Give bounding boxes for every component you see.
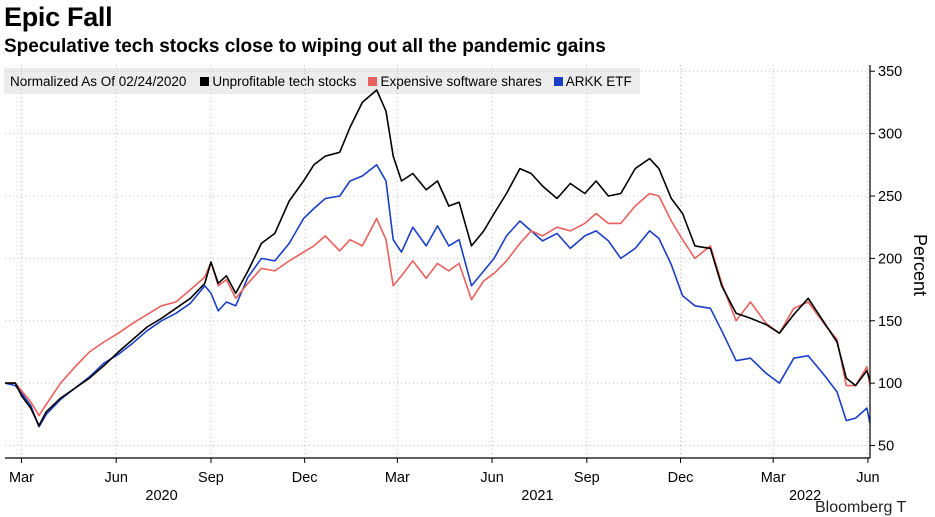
x-tick-label: Jun bbox=[856, 470, 879, 486]
x-tick-label: Mar bbox=[9, 470, 34, 486]
legend-label-arkk: ARKK ETF bbox=[565, 73, 632, 89]
y-tick-label: 250 bbox=[878, 189, 902, 205]
y-tick-label: 100 bbox=[878, 376, 902, 392]
source-text: Bloomberg T bbox=[815, 499, 907, 516]
legend-item-expensive-software: Expensive software shares bbox=[368, 73, 542, 89]
series-line-unprofitable-tech bbox=[5, 89, 871, 427]
legend-swatch-arkk bbox=[553, 76, 563, 86]
legend-swatch-expensive-software bbox=[368, 76, 378, 86]
legend-item-arkk: ARKK ETF bbox=[553, 73, 632, 89]
series-lines bbox=[4, 89, 871, 428]
y-tick-label: 150 bbox=[878, 314, 902, 330]
y-axis-label: Percent bbox=[910, 234, 930, 296]
year-label: 2020 bbox=[145, 488, 177, 504]
chart-subtitle: Speculative tech stocks close to wiping … bbox=[4, 36, 606, 57]
y-tick-label: 200 bbox=[878, 251, 902, 267]
x-tick-label: Sep bbox=[198, 470, 224, 486]
gridlines bbox=[5, 65, 870, 458]
legend-note: Normalized As Of 02/24/2020 bbox=[10, 73, 187, 89]
x-tick-label: Dec bbox=[292, 470, 318, 486]
y-tick-label: 350 bbox=[878, 64, 902, 80]
year-label: 2022 bbox=[789, 488, 821, 504]
year-label: 2021 bbox=[521, 488, 553, 504]
y-tick-label: 50 bbox=[878, 439, 894, 455]
legend-label-expensive-software: Expensive software shares bbox=[380, 73, 542, 89]
axes: 50 100 150 200 250 300 350 Mar Jun Sep Dec Mar Jun Se… bbox=[5, 64, 902, 504]
x-tick-label: Dec bbox=[668, 470, 694, 486]
x-tick-label: Jun bbox=[105, 470, 128, 486]
legend: Normalized As Of 02/24/2020 Unprofitable… bbox=[4, 68, 640, 94]
x-tick-label: Sep bbox=[574, 470, 600, 486]
legend-swatch-unprofitable bbox=[200, 76, 210, 86]
x-tick-label: Jun bbox=[480, 470, 503, 486]
legend-label-unprofitable: Unprofitable tech stocks bbox=[212, 73, 357, 89]
x-tick-label: Mar bbox=[761, 470, 786, 486]
y-tick-label: 300 bbox=[878, 127, 902, 143]
legend-item-unprofitable: Unprofitable tech stocks bbox=[200, 74, 356, 89]
series-line-arkk bbox=[4, 164, 871, 428]
x-tick-label: Mar bbox=[385, 470, 410, 486]
chart-title: Epic Fall bbox=[4, 2, 113, 32]
